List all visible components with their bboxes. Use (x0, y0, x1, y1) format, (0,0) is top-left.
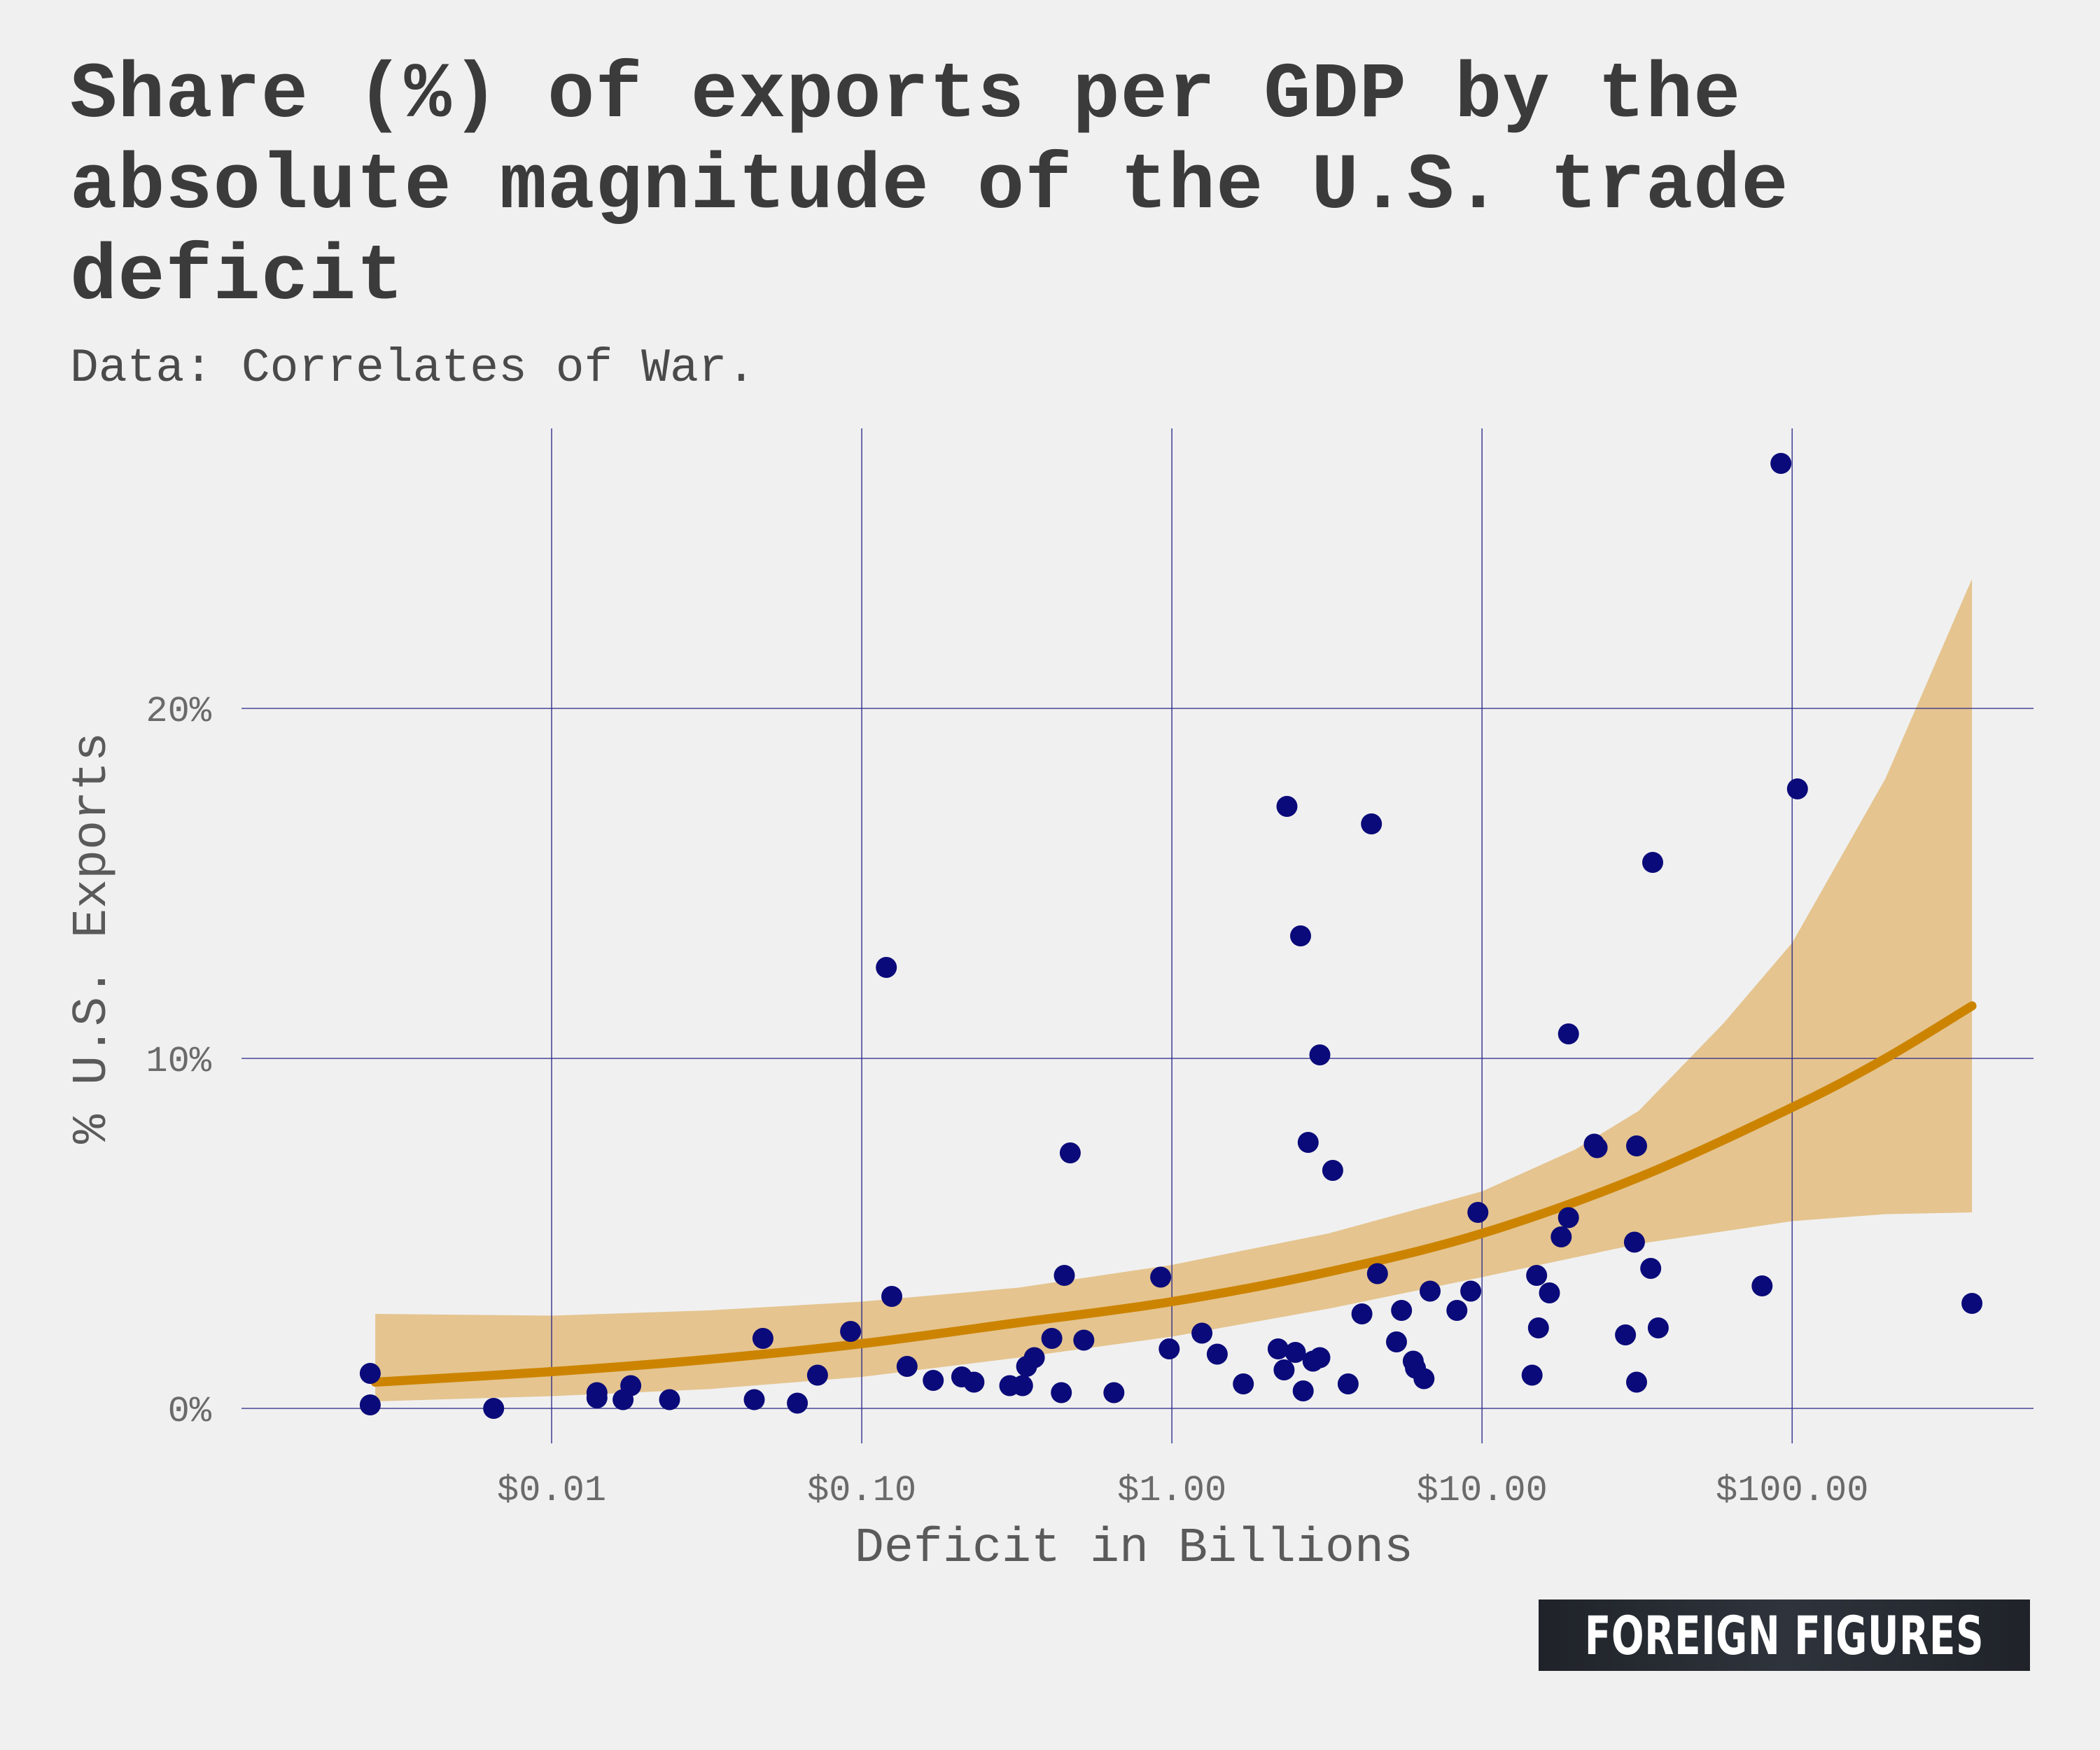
data-points-layer (359, 453, 1983, 1419)
x-tick-label-3: $10.00 (1417, 1470, 1548, 1511)
data-point-28 (1103, 1382, 1125, 1404)
x-axis-label: Deficit in Billions (855, 1521, 1413, 1576)
data-point-68 (1623, 1231, 1645, 1253)
data-point-39 (1292, 1380, 1314, 1401)
x-tick-label-2: $1.00 (1117, 1470, 1226, 1511)
data-point-31 (1191, 1322, 1213, 1344)
data-point-59 (1526, 1265, 1548, 1286)
data-point-45 (1337, 1373, 1359, 1394)
data-point-46 (1351, 1303, 1373, 1324)
data-point-4 (586, 1382, 608, 1404)
y-tick-label-0: 0% (168, 1391, 212, 1432)
data-point-16 (923, 1370, 944, 1391)
data-point-73 (1647, 1317, 1669, 1338)
data-point-40 (1297, 1132, 1319, 1153)
data-point-77 (1961, 1293, 1983, 1314)
x-tick-label-1: $0.10 (807, 1470, 916, 1511)
data-point-74 (1751, 1275, 1773, 1296)
trend-line-layer (370, 1001, 1977, 1387)
data-point-8 (743, 1389, 765, 1410)
data-point-62 (1550, 1226, 1572, 1247)
data-point-18 (963, 1371, 985, 1393)
trend-line (370, 1001, 1977, 1387)
data-point-35 (1273, 1359, 1295, 1380)
data-point-10 (787, 1392, 808, 1414)
data-point-25 (1054, 1265, 1075, 1286)
data-point-57 (1467, 1202, 1489, 1223)
data-point-49 (1386, 1331, 1407, 1352)
data-point-42 (1309, 1044, 1331, 1065)
tick-labels-layer: $0.01 $0.10 $1.00 $10.00 $100.00 0% 10% 20% (146, 691, 1868, 1511)
data-point-54 (1420, 1280, 1441, 1302)
data-point-43 (1309, 1347, 1331, 1368)
data-point-60 (1527, 1317, 1549, 1338)
data-point-75 (1770, 453, 1792, 474)
foreign-figures-logo: FOREIGN FIGURES (1539, 1600, 2030, 1671)
data-point-0 (359, 1363, 381, 1384)
data-point-22 (1023, 1347, 1045, 1368)
confidence-band-layer (375, 579, 1973, 1401)
data-point-27 (1073, 1329, 1095, 1351)
chart-title: Share (%) of exports per GDP by the abso… (70, 51, 1789, 322)
x-tick-label-0: $0.01 (497, 1470, 606, 1511)
data-point-50 (1391, 1300, 1413, 1321)
data-point-23 (1041, 1328, 1063, 1349)
data-point-13 (876, 957, 897, 978)
data-point-63 (1558, 1207, 1579, 1228)
data-point-11 (806, 1364, 828, 1386)
data-point-56 (1460, 1280, 1482, 1302)
data-point-37 (1284, 1342, 1306, 1363)
data-point-2 (483, 1398, 505, 1419)
data-point-26 (1059, 1142, 1081, 1163)
data-point-64 (1558, 1023, 1579, 1044)
data-point-70 (1626, 1135, 1647, 1156)
data-point-44 (1322, 1160, 1343, 1181)
data-point-7 (659, 1389, 680, 1410)
data-point-6 (620, 1375, 642, 1396)
data-point-61 (1539, 1282, 1560, 1303)
data-point-58 (1521, 1364, 1543, 1386)
data-point-15 (896, 1356, 918, 1377)
y-tick-label-2: 20% (146, 691, 211, 732)
data-point-66 (1586, 1137, 1608, 1158)
data-point-67 (1615, 1324, 1637, 1345)
data-point-29 (1150, 1266, 1172, 1288)
data-point-30 (1158, 1338, 1180, 1359)
data-point-71 (1640, 1258, 1662, 1279)
y-tick-label-1: 10% (146, 1041, 211, 1082)
data-point-47 (1361, 813, 1382, 834)
data-point-36 (1276, 796, 1298, 817)
data-point-24 (1051, 1382, 1072, 1404)
x-tick-label-4: $100.00 (1716, 1470, 1868, 1511)
grid-layer (241, 428, 2033, 1443)
brand-text: FOREIGN FIGURES (1584, 1604, 1984, 1667)
data-point-1 (359, 1394, 381, 1415)
data-point-20 (1011, 1375, 1033, 1396)
confidence-band (375, 579, 1973, 1401)
data-point-72 (1642, 852, 1663, 873)
data-point-53 (1413, 1368, 1435, 1390)
data-point-55 (1446, 1300, 1468, 1321)
data-point-33 (1233, 1373, 1254, 1394)
data-point-38 (1290, 925, 1311, 946)
data-point-69 (1626, 1371, 1647, 1393)
data-point-14 (881, 1286, 902, 1307)
data-point-9 (752, 1328, 774, 1349)
data-point-76 (1786, 778, 1808, 799)
chart-subtitle: Data: Correlates of War. (70, 342, 756, 396)
data-point-32 (1206, 1343, 1228, 1365)
data-point-48 (1366, 1263, 1388, 1284)
data-point-34 (1267, 1338, 1289, 1359)
data-point-12 (840, 1321, 862, 1342)
y-axis-label: % U.S. Exports (65, 732, 120, 1144)
